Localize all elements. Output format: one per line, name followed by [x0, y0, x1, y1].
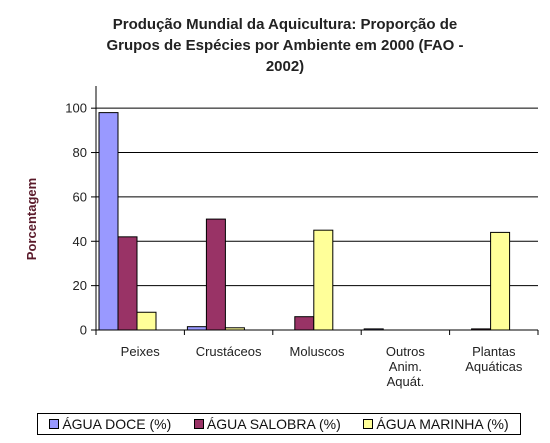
x-tick-label: Crustáceos [196, 344, 262, 359]
legend-item: ÁGUA DOCE (%) [49, 416, 171, 432]
y-tick-label: 20 [73, 278, 87, 293]
chart-title-line-1: Produção Mundial da Aquicultura: Proporç… [112, 16, 458, 33]
bars [98, 112, 511, 331]
chart-title: Produção Mundial da Aquicultura: Proporç… [40, 14, 530, 77]
legend-swatch [363, 419, 374, 429]
y-tick-label: 40 [73, 234, 87, 249]
legend: ÁGUA DOCE (%) ÁGUA SALOBRA (%) ÁGUA MARINH… [37, 413, 521, 435]
legend-label: ÁGUA MARINHA (%) [376, 416, 509, 432]
bar-chart: 0 20 40 60 80 100 Peixes Crustáceos Moluscos Out… [24, 86, 539, 389]
bar [490, 231, 511, 331]
legend-label: ÁGUA SALOBRA (%) [206, 416, 341, 432]
y-axis-label: Porcentagem [24, 178, 39, 260]
legend-swatch [193, 419, 204, 429]
axes [95, 86, 538, 331]
legend-swatch [49, 419, 60, 429]
legend-item: ÁGUA MARINHA (%) [363, 416, 509, 432]
bar [313, 229, 334, 331]
y-tick-label: 100 [65, 101, 87, 116]
bar [98, 112, 119, 331]
bar [294, 316, 315, 331]
bar [136, 311, 157, 331]
y-tick-label: 60 [73, 189, 87, 204]
x-tick-label: Moluscos [290, 344, 345, 359]
y-tick-label: 80 [73, 145, 87, 160]
x-tick-label: Outros Anim. Aquát. [386, 344, 426, 389]
x-tick-label: Plantas Aquáticas [465, 344, 523, 374]
x-tick-label: Peixes [121, 344, 161, 359]
bar [205, 218, 226, 331]
chart-title-line-2: Grupos de Espécies por Ambiente em 2000 … [106, 37, 464, 54]
y-ticks: 0 20 40 60 80 100 [65, 101, 96, 338]
bar [117, 236, 138, 331]
legend-item: ÁGUA SALOBRA (%) [193, 416, 341, 432]
chart-title-line-3: 2002) [265, 58, 305, 75]
x-ticks: Peixes Crustáceos Moluscos Outros Anim. Aquát… [95, 330, 539, 389]
y-tick-label: 0 [80, 323, 87, 338]
legend-label: ÁGUA DOCE (%) [62, 416, 172, 432]
